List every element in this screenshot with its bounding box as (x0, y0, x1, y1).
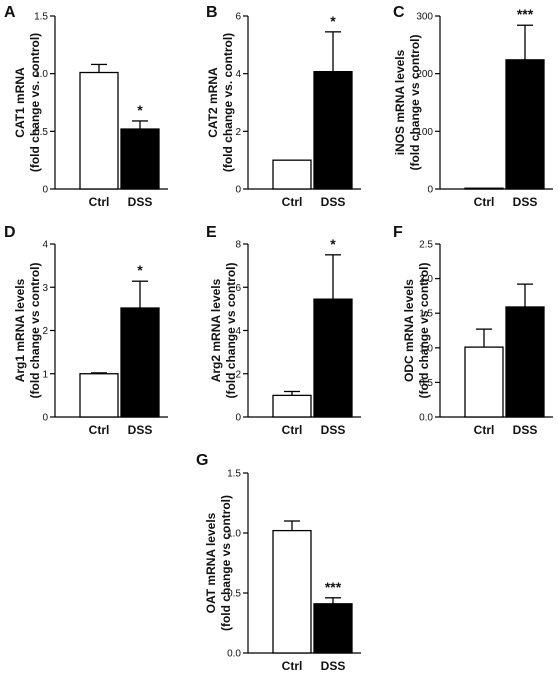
bar-ctrl (464, 346, 504, 418)
y-tick-label: 0 (235, 185, 241, 196)
significance-marker: * (330, 13, 336, 29)
bar-dss (313, 70, 353, 190)
y-tick-label: 1 (42, 369, 48, 380)
y-tick-label: 0.5 (34, 127, 48, 138)
panel-letter: F (393, 224, 403, 241)
y-tick-label: 300 (416, 12, 433, 23)
y-axis-label: (fold change vs control) (219, 495, 233, 631)
bar-ctrl (79, 373, 119, 418)
y-axis-label: CAT2 mRNA (206, 67, 220, 138)
x-tick-label: DSS (321, 659, 346, 673)
y-tick-label: 8 (235, 240, 241, 251)
panel-letter: E (206, 224, 217, 241)
y-tick-label: 200 (416, 69, 433, 80)
x-tick-label: Ctrl (282, 423, 303, 437)
x-tick-label: Ctrl (474, 423, 495, 437)
panel-letter: A (4, 4, 16, 21)
y-tick-label: 4 (42, 240, 48, 251)
y-tick-label: 1.0 (227, 529, 241, 540)
y-tick-label: 0 (427, 185, 433, 196)
significance-marker: *** (517, 6, 534, 22)
bar-dss (505, 59, 545, 190)
panel-e: E Arg2 mRNA levels (fold change vs control… (206, 224, 361, 437)
bar-dss (505, 306, 545, 418)
significance-marker: * (330, 236, 336, 252)
y-tick-label: 2.0 (419, 274, 433, 285)
y-tick-label: 2 (235, 369, 241, 380)
y-axis-label: (fold change vs control) (28, 262, 42, 398)
y-axis-label: (fold change vs control) (417, 262, 431, 398)
y-tick-label: 6 (235, 283, 241, 294)
panel-letter: G (196, 452, 208, 469)
y-axis-label: Arg2 mRNA levels (209, 278, 223, 382)
y-axis-label: CAT1 mRNA (13, 67, 27, 138)
panel-b: B CAT2 mRNA (fold change vs. control) 0 2 4 6 C… (206, 4, 361, 209)
panel-a: A CAT1 mRNA (fold change vs. control) 0 0.5 1… (4, 4, 168, 209)
y-tick-label: 0 (42, 185, 48, 196)
significance-marker: * (137, 102, 143, 118)
bar-ctrl (272, 529, 312, 654)
x-tick-label: Ctrl (89, 195, 110, 209)
y-tick-label: 100 (416, 127, 433, 138)
panel-letter: C (393, 4, 405, 21)
x-tick-label: DSS (513, 423, 538, 437)
x-tick-label: Ctrl (474, 195, 495, 209)
y-tick-label: 0 (42, 413, 48, 424)
y-axis-label: iNOS mRNA levels (393, 49, 407, 155)
y-tick-label: 0.0 (227, 649, 241, 660)
bar-dss (120, 128, 160, 190)
bar-dss (313, 603, 353, 654)
panel-letter: B (206, 4, 218, 21)
y-axis-label: Arg1 mRNA levels (13, 278, 27, 382)
x-tick-label: Ctrl (89, 423, 110, 437)
bar-ctrl (272, 394, 312, 418)
significance-marker: * (137, 262, 143, 278)
y-tick-label: 1.0 (419, 343, 433, 354)
panel-f: F ODC mRNA levels (fold change vs control)… (393, 224, 553, 437)
y-axis-label: OAT mRNA levels (204, 512, 218, 613)
x-tick-label: Ctrl (282, 659, 303, 673)
y-tick-label: 4 (235, 69, 241, 80)
panel-g: G OAT mRNA levels (fold change vs control)… (196, 452, 361, 673)
bar-dss (313, 298, 353, 418)
y-tick-label: 1.0 (34, 69, 48, 80)
y-tick-label: 2 (235, 127, 241, 138)
y-tick-label: 1.5 (34, 12, 48, 23)
y-tick-label: 1.5 (419, 309, 433, 320)
y-axis-label: (fold change vs control) (224, 262, 238, 398)
x-tick-label: DSS (321, 195, 346, 209)
x-tick-label: DSS (128, 195, 153, 209)
x-tick-label: DSS (321, 423, 346, 437)
y-tick-label: 4 (235, 326, 241, 337)
y-axis-label: (fold change vs. control) (28, 33, 42, 172)
y-tick-label: 0.0 (419, 413, 433, 424)
bar-dss (120, 307, 160, 418)
bar-ctrl (79, 71, 119, 190)
y-tick-label: 2 (42, 326, 48, 337)
x-tick-label: Ctrl (282, 195, 303, 209)
x-tick-label: DSS (513, 195, 538, 209)
y-axis-label: (fold change vs control) (408, 34, 422, 170)
y-tick-label: 0.5 (419, 378, 433, 389)
y-tick-label: 2.5 (419, 240, 433, 251)
y-tick-label: 0 (235, 413, 241, 424)
panel-d: D Arg1 mRNA levels (fold change vs control… (4, 224, 168, 437)
bar-ctrl (272, 159, 312, 190)
y-axis-label: ODC mRNA levels (402, 279, 416, 382)
y-tick-label: 6 (235, 12, 241, 23)
y-tick-label: 1.5 (227, 469, 241, 480)
y-axis-label: (fold change vs. control) (221, 33, 235, 172)
bar-ctrl (464, 187, 504, 190)
x-tick-label: DSS (128, 423, 153, 437)
panel-letter: D (4, 224, 16, 241)
y-tick-label: 0.5 (227, 589, 241, 600)
y-tick-label: 3 (42, 283, 48, 294)
significance-marker: *** (325, 579, 342, 595)
